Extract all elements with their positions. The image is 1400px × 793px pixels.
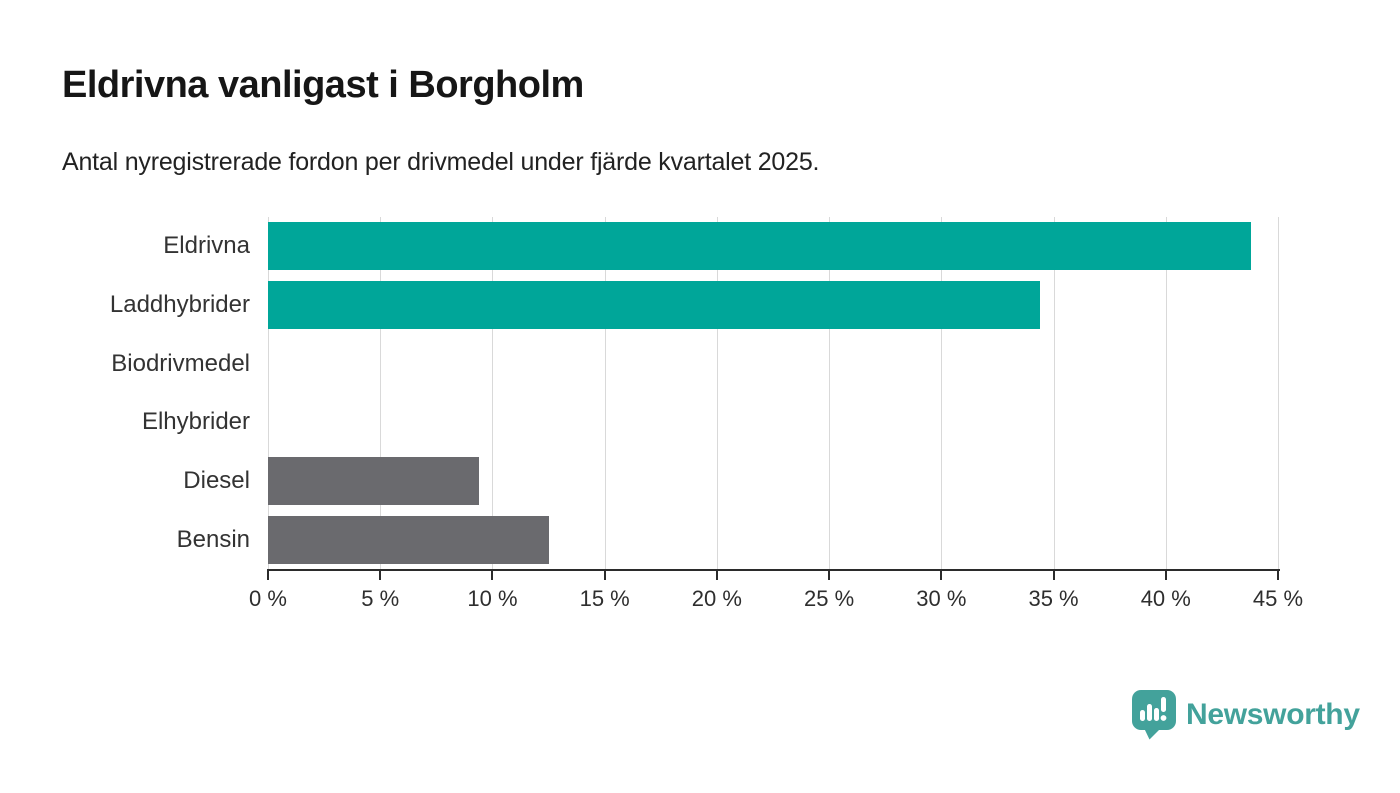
x-tick-5	[379, 571, 382, 580]
chart-subtitle: Antal nyregistrerade fordon per drivmede…	[62, 148, 820, 176]
x-tick-30	[940, 571, 943, 580]
newsworthy-logo-icon	[1132, 690, 1176, 740]
y-axis-label-elhybrider: Elhybrider	[141, 408, 250, 436]
gridline-15	[604, 217, 606, 569]
x-tick-15	[603, 571, 606, 580]
newsworthy-logo-text: Newsworthy	[1186, 698, 1360, 731]
x-tick-label-20: 20 %	[691, 586, 742, 611]
logo-exclamation-stem	[1161, 697, 1166, 712]
logo-exclamation-dot	[1160, 715, 1167, 721]
logo-bar-tall	[1147, 704, 1152, 721]
gridline-5	[380, 217, 382, 569]
chart-title: Eldrivna vanligast i Borgholm	[62, 64, 584, 106]
x-tick-25	[828, 571, 831, 580]
x-axis-line	[267, 569, 1280, 571]
y-axis-label-bensin: Bensin	[176, 525, 250, 553]
plot-area	[268, 217, 1279, 569]
y-axis-labels: Eldrivna Laddhybrider Biodrivmedel Elhybrid…	[0, 217, 250, 569]
x-tick-label-45: 45 %	[1252, 586, 1304, 611]
x-tick-label-10: 10 %	[467, 586, 518, 611]
bar-laddhybrider	[268, 281, 1041, 329]
logo-bar-small	[1140, 710, 1145, 721]
gridline-40	[1165, 217, 1167, 569]
x-tick-0	[267, 571, 269, 580]
x-tick-10	[491, 571, 494, 580]
x-tick-label-0: 0 %	[249, 586, 287, 611]
x-tick-label-15: 15 %	[579, 586, 630, 611]
gridline-45	[1278, 217, 1279, 569]
x-tick-label-5: 5 %	[361, 586, 400, 611]
gridline-25	[829, 217, 831, 569]
x-tick-40	[1164, 571, 1167, 580]
x-tick-label-30: 30 %	[916, 586, 967, 611]
y-axis-label-eldrivna: Eldrivna	[163, 232, 250, 260]
newsworthy-logo: Newsworthy	[1132, 690, 1360, 740]
x-tick-label-25: 25 %	[804, 586, 855, 611]
gridline-20	[716, 217, 718, 569]
gridline-10	[492, 217, 494, 569]
x-tick-label-40: 40 %	[1140, 586, 1191, 611]
x-tick-45	[1277, 571, 1279, 580]
x-tick-20	[715, 571, 718, 580]
y-axis-label-laddhybrider: Laddhybrider	[109, 291, 250, 318]
y-axis-label-diesel: Diesel	[183, 467, 250, 494]
y-axis-label-biodrivmedel: Biodrivmedel	[111, 349, 250, 377]
gridline-0	[268, 217, 269, 569]
x-tick-35	[1052, 571, 1055, 580]
gridline-35	[1053, 217, 1055, 569]
x-tick-label-35: 35 %	[1028, 586, 1079, 611]
gridline-30	[941, 217, 943, 569]
bar-bensin	[268, 515, 549, 564]
x-axis-tick-labels: 0 % 5 % 10 % 15 % 20 % 25 % 30 % 35 % 40 % 45 %	[249, 586, 1303, 614]
bar-eldrivna	[268, 222, 1252, 271]
logo-bar-medium	[1154, 708, 1159, 721]
x-axis-ticks	[267, 571, 1279, 580]
bar-diesel	[268, 457, 479, 505]
